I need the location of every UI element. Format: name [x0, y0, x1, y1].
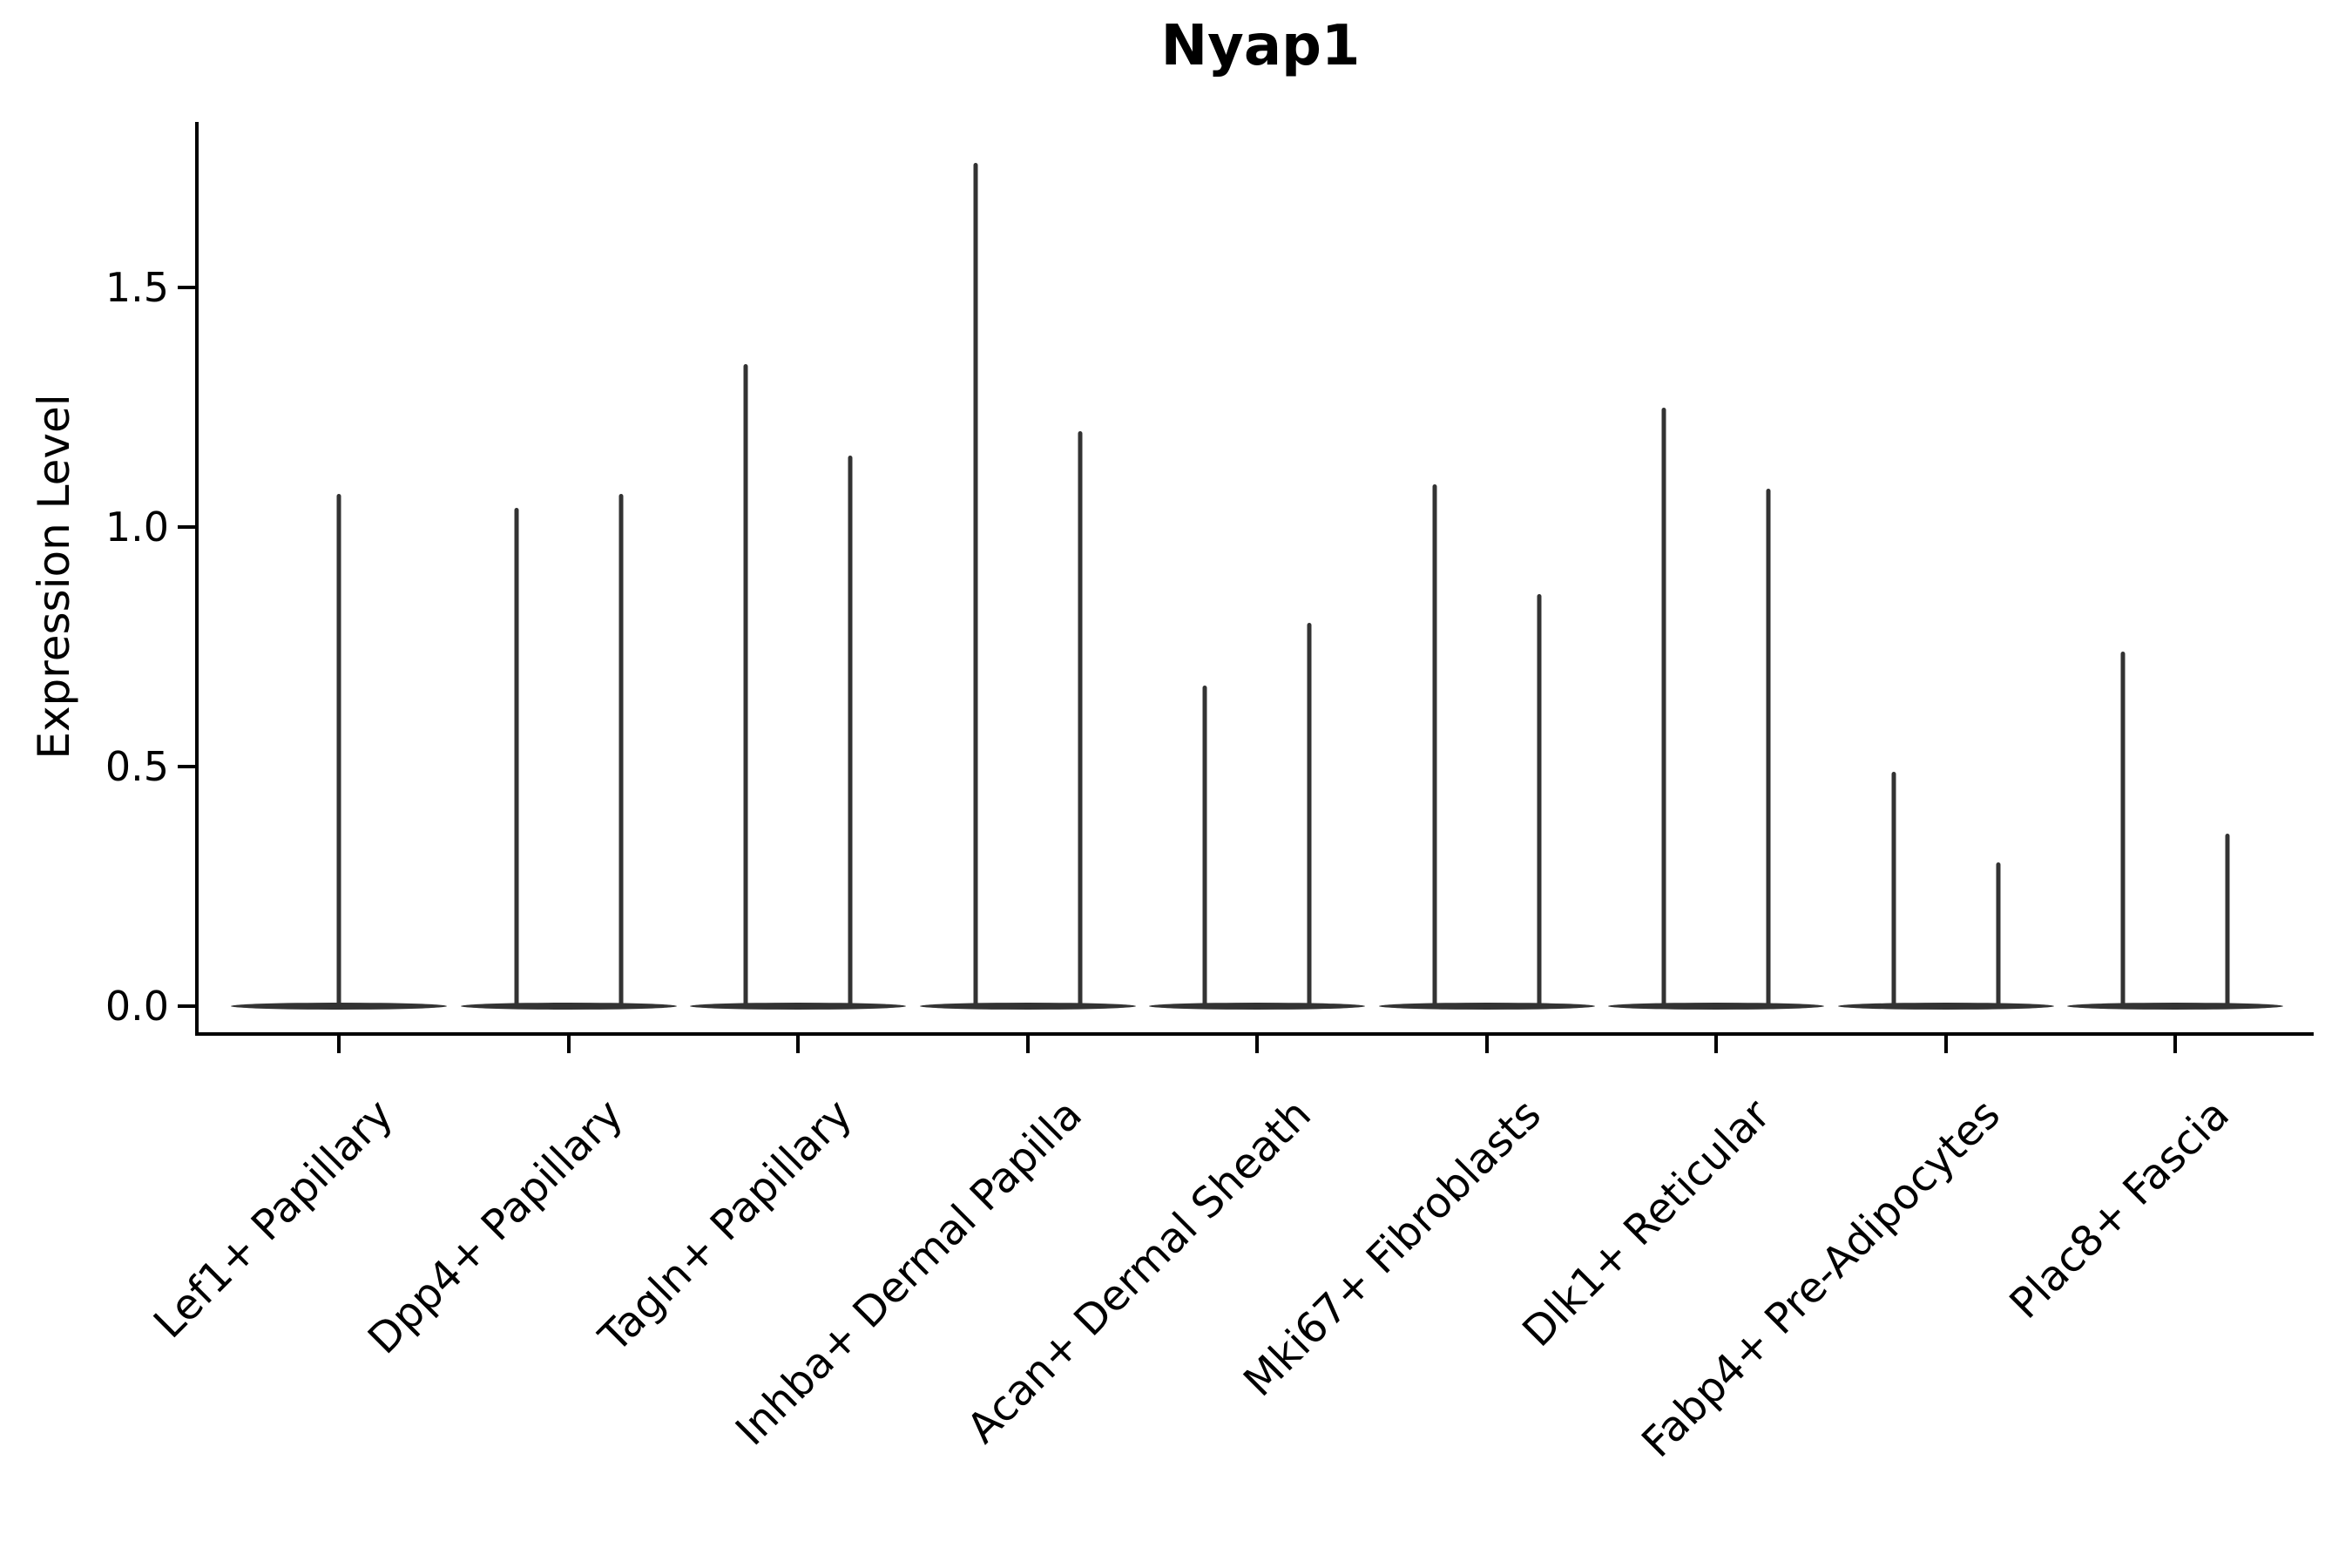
- x-tick: [796, 1036, 800, 1053]
- x-tick-label: Dlk1+ Reticular: [1513, 1090, 1780, 1356]
- violin-spike: [336, 493, 341, 1006]
- violin-spike: [1432, 483, 1436, 1006]
- violin-base: [1149, 1003, 1365, 1010]
- violin-base: [231, 1003, 447, 1010]
- violin-spike: [618, 493, 623, 1006]
- x-tick-label: Plac8+ Fascia: [2000, 1090, 2239, 1328]
- violin-base: [1608, 1003, 1824, 1010]
- y-tick: [178, 765, 195, 768]
- violin-base: [919, 1003, 1136, 1010]
- x-tick: [566, 1036, 571, 1053]
- x-tick: [1255, 1036, 1259, 1053]
- x-tick: [337, 1036, 341, 1053]
- violin-spike: [2225, 834, 2230, 1006]
- x-tick: [1714, 1036, 1718, 1053]
- y-axis-spine: [195, 122, 199, 1036]
- y-tick: [178, 525, 195, 529]
- violin-base: [460, 1003, 677, 1010]
- violin-spike: [848, 455, 853, 1006]
- violin-spike: [1996, 862, 2000, 1006]
- x-tick: [2173, 1036, 2177, 1053]
- violin-base: [2067, 1003, 2283, 1010]
- x-tick: [1025, 1036, 1030, 1053]
- violin-base: [1378, 1003, 1595, 1010]
- violin-base: [690, 1003, 906, 1010]
- x-tick-label: Dpp4+ Papillary: [358, 1090, 632, 1364]
- violin-spike: [1891, 771, 1896, 1006]
- y-axis-label: Expression Level: [29, 394, 79, 760]
- violin-base: [1837, 1003, 2054, 1010]
- y-tick: [178, 1004, 195, 1008]
- violin-spike: [1202, 685, 1207, 1006]
- x-tick: [1943, 1036, 1948, 1053]
- violin-spike: [514, 508, 518, 1006]
- x-tick-label: Lef1+ Papillary: [144, 1090, 402, 1348]
- x-tick-label: Tagln+ Papillary: [590, 1090, 862, 1362]
- y-tick: [178, 286, 195, 289]
- violin-spike: [2120, 652, 2126, 1006]
- x-axis-spine: [195, 1032, 2314, 1036]
- x-tick: [1484, 1036, 1489, 1053]
- y-tick-label: 1.0: [105, 504, 169, 551]
- y-tick-label: 0.5: [105, 743, 169, 790]
- violin-spike: [1766, 489, 1771, 1006]
- violin-spike: [743, 364, 748, 1006]
- y-tick-label: 0.0: [105, 983, 169, 1030]
- violin-spike: [1078, 431, 1082, 1006]
- chart-title: Nyap1: [1160, 14, 1361, 78]
- violin-spike: [1307, 623, 1312, 1006]
- violin-spike: [973, 163, 977, 1006]
- violin-spike: [1661, 407, 1666, 1006]
- violin-spike: [1537, 594, 1541, 1006]
- y-tick-label: 1.5: [105, 264, 169, 311]
